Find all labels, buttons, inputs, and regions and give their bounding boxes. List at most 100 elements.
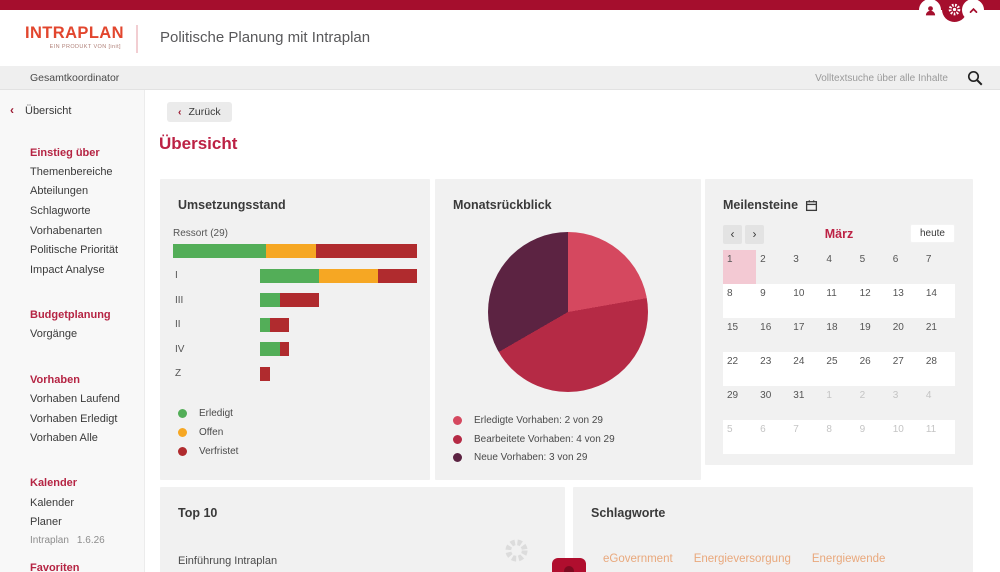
sidebar-section-label: Vorhaben <box>30 373 80 386</box>
calendar-nav: ‹ › März heute <box>723 224 955 244</box>
bar-row-bars <box>260 317 290 332</box>
calendar-day[interactable]: 21 <box>925 322 937 333</box>
sidebar: ‹ Übersicht Einstieg über Themenbereiche Ab… <box>0 90 145 572</box>
tag-energieversorgung[interactable]: Energieversorgung <box>693 553 791 565</box>
calendar-day[interactable]: 18 <box>826 322 838 333</box>
sidebar-item-vorgänge[interactable]: Vorgänge <box>30 328 78 341</box>
user-account-button[interactable] <box>919 0 941 21</box>
calendar-day[interactable]: 28 <box>921 352 955 386</box>
calendar-day[interactable]: 26 <box>855 352 889 386</box>
sidebar-item-themenbereiche[interactable]: Themenbereiche <box>30 165 113 178</box>
search-input[interactable] <box>698 69 948 87</box>
bar-row-label: II <box>175 319 181 330</box>
calendar-day[interactable]: 6 <box>756 420 790 454</box>
ressort-total-bar <box>173 244 417 258</box>
calendar-day[interactable]: 25 <box>822 352 856 386</box>
calendar-day[interactable]: 10 <box>888 420 922 454</box>
calendar-day[interactable]: 1 <box>826 390 832 401</box>
bar-segment-erledigt <box>260 317 270 332</box>
legend-item: Bearbeitete Vorhaben: 4 von 29 <box>453 434 701 445</box>
bar-row: III <box>173 293 417 307</box>
sidebar-sections: Einstieg über Themenbereiche Abteilungen Sc… <box>30 143 144 572</box>
bar-segment-verfristet <box>316 244 417 258</box>
calendar-day[interactable]: 11 <box>921 420 955 454</box>
tag-energiewende[interactable]: Energiewende <box>811 553 886 565</box>
today-button[interactable]: heute <box>909 224 955 243</box>
back-button[interactable]: ‹ Zurück <box>167 102 232 122</box>
calendar-day[interactable]: 9 <box>756 284 790 318</box>
current-role-label: Gesamtkoordinator <box>30 72 120 84</box>
search-icon <box>966 69 984 87</box>
calendar-day[interactable]: 22 <box>723 352 757 386</box>
bar-legend: Erledigt Offen Verfristet <box>178 408 417 457</box>
sidebar-item-kalender[interactable]: Kalender <box>30 496 75 509</box>
calendar-day[interactable]: 7 <box>925 254 932 265</box>
calendar-day[interactable]: 29 <box>727 390 739 401</box>
sidebar-item-vorhabenarten[interactable]: Vorhabenarten <box>30 224 103 237</box>
calendar-day[interactable]: 3 <box>892 390 899 401</box>
calendar-day[interactable]: 5 <box>859 254 866 265</box>
calendar-day[interactable]: 6 <box>892 254 899 265</box>
legend-label: Erledigt <box>199 407 233 419</box>
calendar-day[interactable]: 20 <box>892 322 904 333</box>
sidebar-item-impact-analyse[interactable]: Impact Analyse <box>30 263 105 276</box>
tag-egovernment[interactable]: eGovernment <box>603 553 673 565</box>
calendar-icon[interactable] <box>805 199 818 212</box>
sidebar-item-abteilungen[interactable]: Abteilungen <box>30 185 89 198</box>
calendar-day[interactable]: 16 <box>760 322 772 333</box>
sidebar-item-politische-priorität[interactable]: Politische Priorität <box>30 244 119 257</box>
sidebar-section: FavoritenDokumente <box>30 558 144 572</box>
settings-button[interactable] <box>942 0 967 22</box>
card-title: Top 10 <box>178 506 218 520</box>
calendar-day[interactable]: 30 <box>760 390 772 401</box>
calendar-day[interactable]: 8 <box>723 284 757 318</box>
legend-item: Neue Vorhaben: 3 von 29 <box>453 452 701 463</box>
sidebar-item-vorhaben-laufend[interactable]: Vorhaben Laufend <box>30 392 120 405</box>
calendar-day[interactable]: 27 <box>888 352 922 386</box>
calendar-day[interactable]: 2 <box>859 390 866 401</box>
calendar-day[interactable]: 11 <box>822 284 856 318</box>
sidebar-item-uebersicht[interactable]: ‹ Übersicht <box>10 103 144 117</box>
calendar-day[interactable]: 7 <box>789 420 823 454</box>
top10-item[interactable]: Einführung Intraplan <box>178 555 278 567</box>
sidebar-back-label: Übersicht <box>25 105 72 117</box>
sidebar-item-vorhaben-erledigt[interactable]: Vorhaben Erledigt <box>30 412 118 425</box>
calendar-day[interactable]: 1 <box>723 250 757 284</box>
bar-segment-verfristet <box>260 366 270 381</box>
sidebar-section: Budgetplanung Vorgänge <box>30 306 144 345</box>
sidebar-section: Vorhaben Vorhaben Laufend Vorhaben Erledig… <box>30 370 144 448</box>
calendar-day[interactable]: 3 <box>793 254 799 265</box>
calendar-day[interactable]: 9 <box>855 420 889 454</box>
app-logo[interactable]: INTRAPLAN EIN PRODUKT VON [init] <box>25 24 124 50</box>
calendar-day[interactable]: 12 <box>855 284 889 318</box>
calendar-day[interactable]: 2 <box>760 254 766 265</box>
legend-item: Erledigte Vorhaben: 2 von 29 <box>453 415 701 426</box>
sidebar-item-vorhaben-alle[interactable]: Vorhaben Alle <box>30 432 98 445</box>
legend-item: Erledigt <box>178 408 417 419</box>
calendar-day[interactable]: 24 <box>789 352 823 386</box>
calendar-day[interactable]: 10 <box>789 284 823 318</box>
calendar-day[interactable]: 19 <box>859 322 871 333</box>
calendar-day[interactable]: 15 <box>727 322 739 333</box>
sidebar-item-schlagworte[interactable]: Schlagworte <box>30 204 91 217</box>
calendar-day[interactable]: 17 <box>793 322 805 333</box>
calendar-day[interactable]: 4 <box>826 254 832 265</box>
calendar-day[interactable]: 13 <box>888 284 922 318</box>
card-title: Meilensteine <box>723 198 799 212</box>
collapse-header-button[interactable] <box>962 0 984 21</box>
calendar-day[interactable]: 4 <box>925 390 932 401</box>
back-button-label: Zurück <box>188 106 221 118</box>
search-button[interactable] <box>966 69 984 87</box>
floating-action-button[interactable] <box>552 558 586 572</box>
calendar-prev-button[interactable]: ‹ <box>723 224 742 244</box>
calendar-day[interactable]: 23 <box>756 352 790 386</box>
bar-segment-verfristet <box>377 268 417 283</box>
calendar-day[interactable]: 31 <box>793 390 805 401</box>
card-meilensteine: Meilensteine ‹ › März heute 1 2 3 4 5 6 7 8 9 10 1… <box>705 179 973 465</box>
calendar-next-button[interactable]: › <box>745 224 764 244</box>
sidebar-item-planer[interactable]: Planer <box>30 516 62 529</box>
calendar-day[interactable]: 14 <box>921 284 955 318</box>
calendar-day[interactable]: 5 <box>723 420 757 454</box>
calendar-day[interactable]: 8 <box>822 420 856 454</box>
